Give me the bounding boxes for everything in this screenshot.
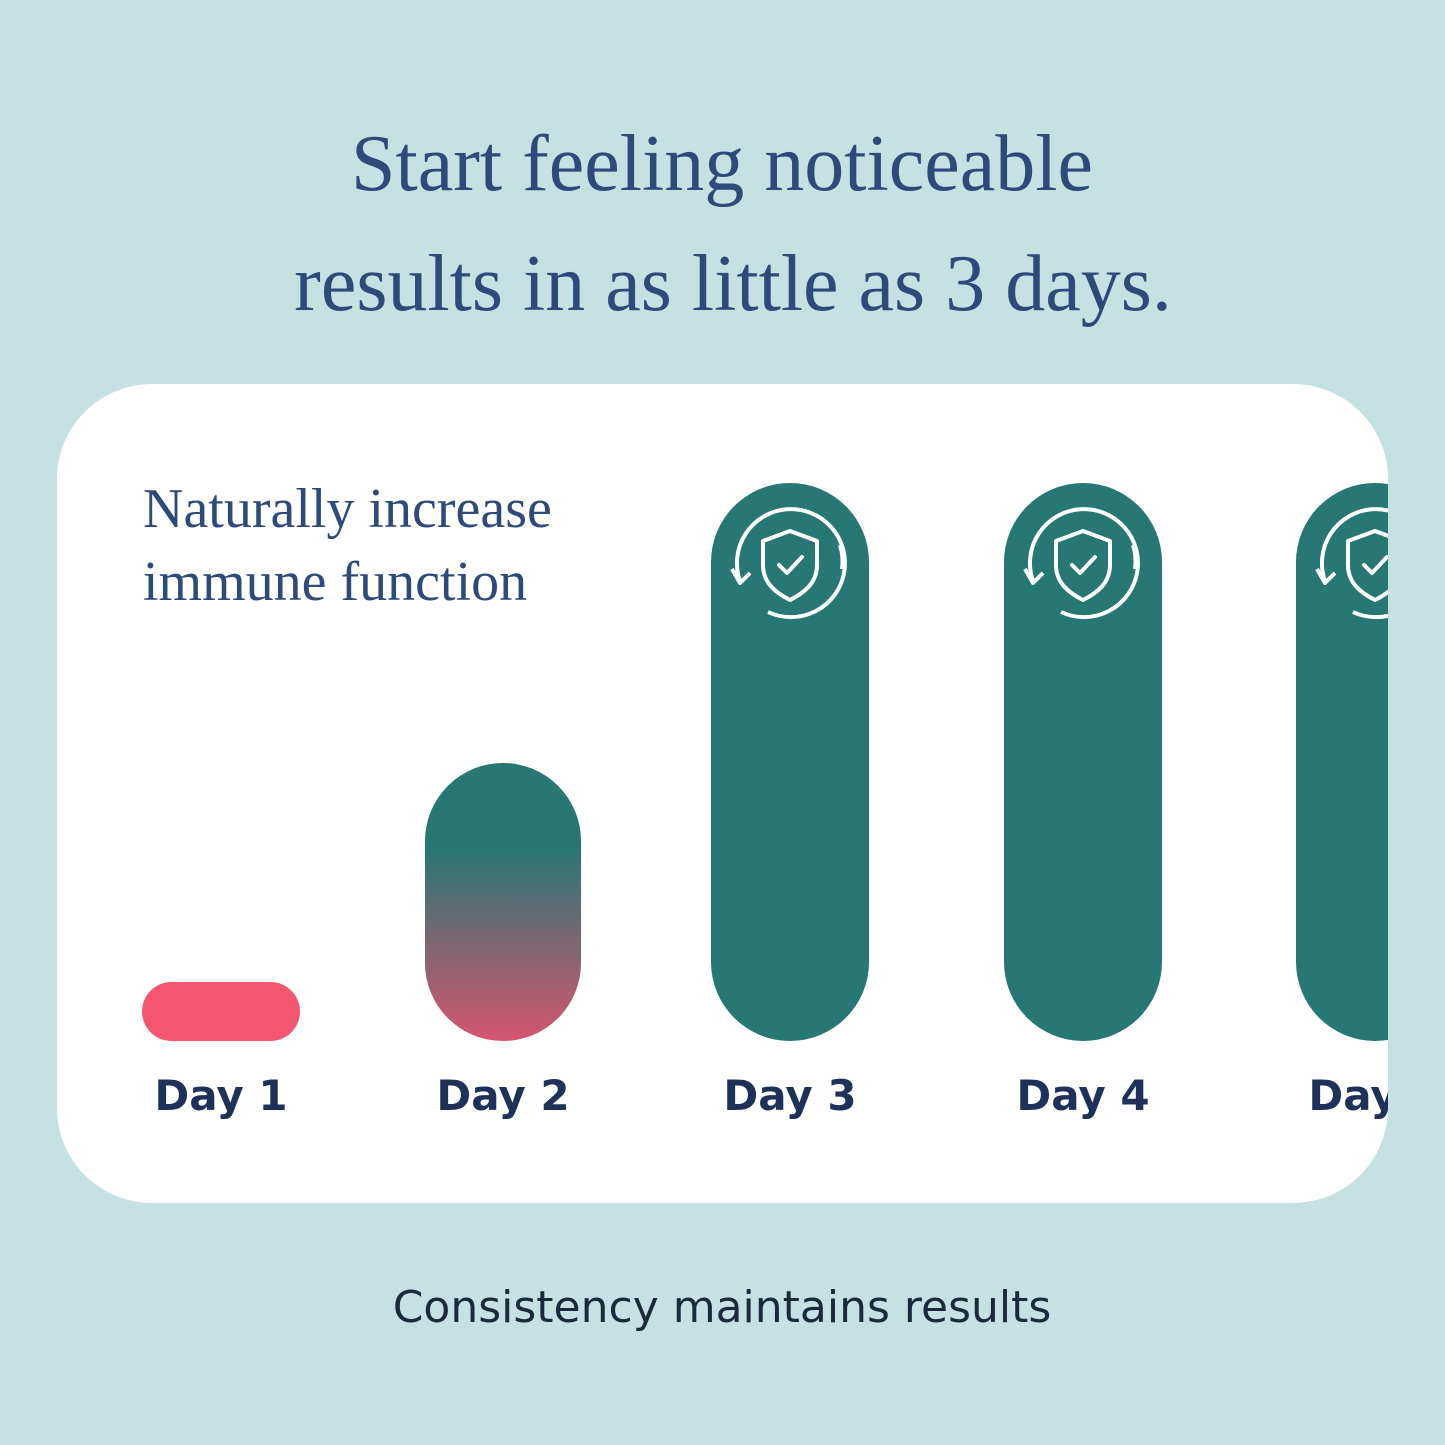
card: Naturally increase immune function Day 1… [57,384,1441,1203]
bar [1004,483,1162,1041]
day-label: Day 1 [154,1071,287,1120]
day-label: Day 3 [723,1071,856,1120]
day-label: Day 2 [436,1071,569,1120]
subtitle: immune function [143,551,527,613]
day-label: Day 4 [1016,1071,1149,1120]
caption: Consistency maintains results [393,1282,1052,1333]
bar [1296,483,1388,1041]
title: results in as little as 3 days. [294,240,1172,328]
day-label: Day 5 [1308,1071,1441,1120]
bar [711,483,869,1041]
bar [425,763,581,1041]
subtitle: Naturally increase [143,478,552,540]
day-labels: Day 1 Day 2 Day 3 Day 4 Day 5 [154,1071,1441,1120]
title: Start feeling noticeable [351,120,1093,208]
bar [142,982,300,1041]
